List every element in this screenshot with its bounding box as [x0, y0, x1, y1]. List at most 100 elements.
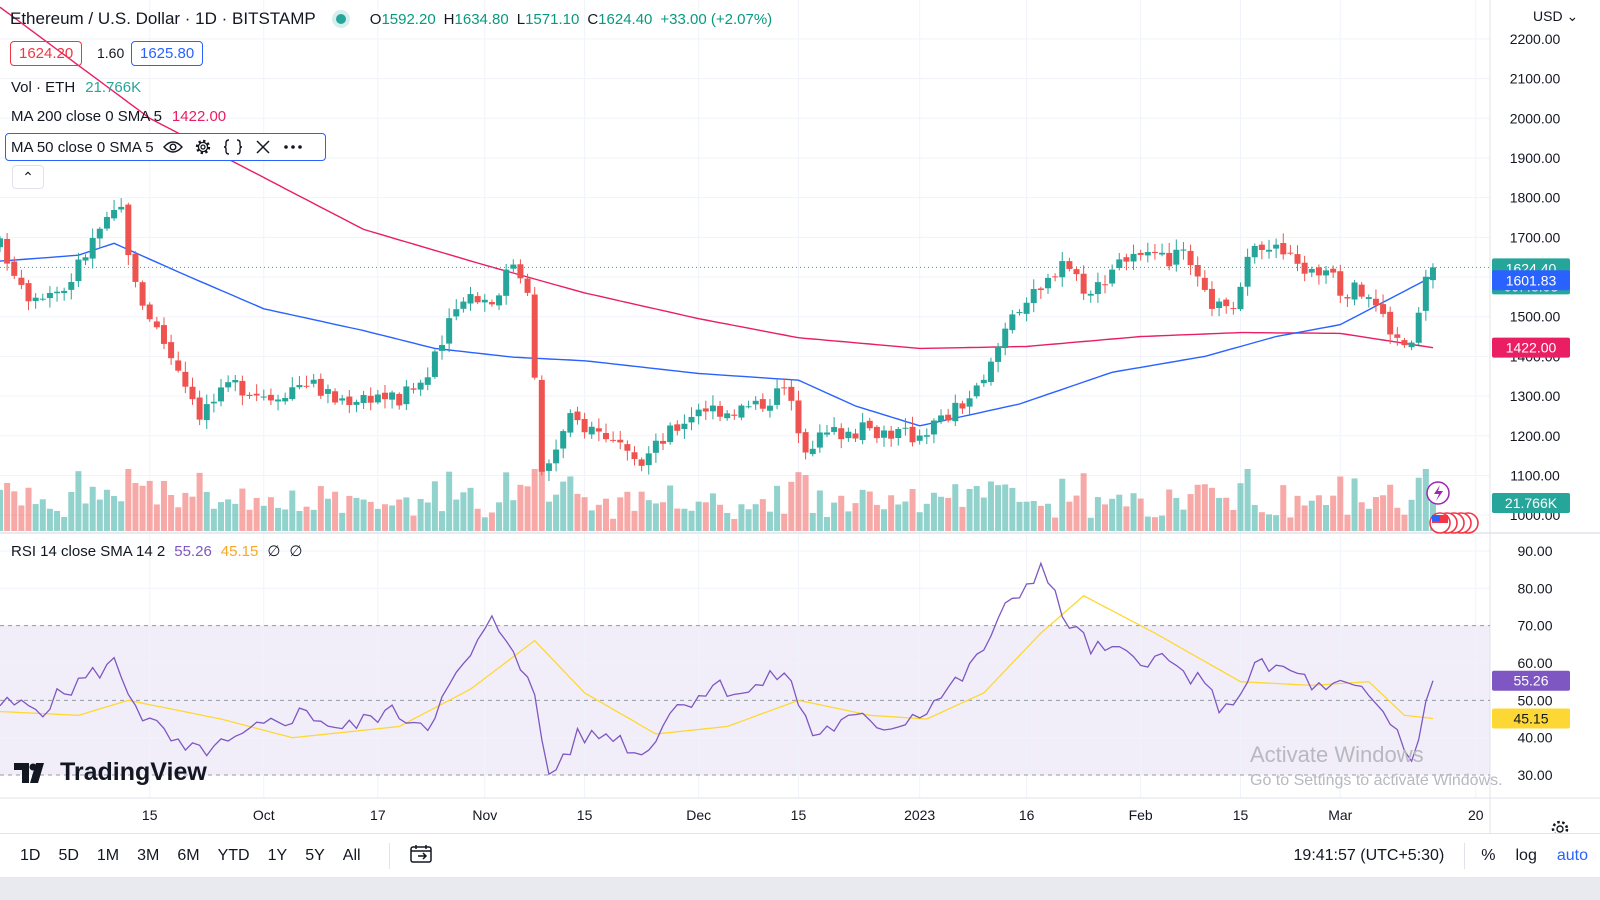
candle[interactable]: [439, 335, 446, 360]
sell-price-button[interactable]: 1624.20: [10, 41, 83, 66]
candle[interactable]: [1273, 238, 1280, 259]
range-button-all[interactable]: All: [342, 847, 361, 864]
candle[interactable]: [481, 294, 488, 312]
candle[interactable]: [560, 429, 567, 459]
candle[interactable]: [488, 299, 495, 307]
candle[interactable]: [959, 400, 966, 414]
candle[interactable]: [289, 377, 296, 401]
candle[interactable]: [517, 259, 524, 284]
candle[interactable]: [881, 425, 888, 447]
candle[interactable]: [888, 425, 895, 447]
candle[interactable]: [1323, 266, 1330, 284]
candle[interactable]: [1380, 294, 1387, 318]
candle[interactable]: [381, 384, 388, 409]
candle[interactable]: [1044, 273, 1051, 294]
candle[interactable]: [11, 256, 18, 280]
candle[interactable]: [346, 390, 353, 414]
candle[interactable]: [1223, 297, 1230, 314]
candle[interactable]: [838, 423, 845, 449]
candle[interactable]: [1109, 264, 1116, 287]
candle[interactable]: [1372, 289, 1379, 312]
candle[interactable]: [531, 287, 538, 380]
collapse-legend-button[interactable]: ⌃: [12, 165, 44, 189]
candle[interactable]: [61, 287, 68, 301]
candle[interactable]: [1230, 301, 1237, 315]
candle[interactable]: [103, 211, 110, 231]
candle[interactable]: [25, 279, 32, 311]
candle[interactable]: [253, 384, 260, 402]
candle[interactable]: [1201, 270, 1208, 293]
candle[interactable]: [1216, 298, 1223, 317]
candle[interactable]: [1401, 337, 1408, 348]
currency-selector[interactable]: USD ⌄: [1533, 8, 1579, 24]
candle[interactable]: [1251, 243, 1258, 264]
candle[interactable]: [624, 440, 631, 461]
candle[interactable]: [759, 393, 766, 413]
candle[interactable]: [196, 390, 203, 426]
candle[interactable]: [396, 392, 403, 410]
clock-timezone[interactable]: 19:41:57 (UTC+5:30): [1293, 847, 1445, 864]
candle[interactable]: [1123, 253, 1130, 271]
candle[interactable]: [282, 392, 289, 405]
range-button-5d[interactable]: 5D: [58, 847, 79, 864]
candle[interactable]: [1208, 281, 1215, 317]
candle[interactable]: [125, 202, 132, 266]
candle[interactable]: [1180, 242, 1187, 260]
eye-icon[interactable]: [162, 136, 184, 158]
close-icon[interactable]: [252, 136, 274, 158]
candle[interactable]: [353, 399, 360, 413]
candle[interactable]: [1344, 294, 1351, 308]
rsi-legend[interactable]: RSI 14 close SMA 14 2 55.26 45.15 ∅ ∅: [11, 542, 303, 561]
candle[interactable]: [0, 236, 3, 253]
percent-scale-toggle[interactable]: %: [1481, 847, 1496, 864]
candle[interactable]: [823, 424, 830, 438]
candle[interactable]: [987, 357, 994, 386]
rsi-ma-line[interactable]: [0, 595, 1434, 739]
candle[interactable]: [510, 259, 517, 273]
time-axis[interactable]: 15 Oct 17 Nov 15 Dec 15 2023 16 Feb 15 Mar 20: [142, 807, 1484, 823]
candle[interactable]: [310, 373, 317, 388]
candle[interactable]: [225, 375, 232, 392]
candle[interactable]: [574, 406, 581, 425]
candle[interactable]: [524, 273, 531, 296]
candle[interactable]: [324, 384, 331, 404]
candle[interactable]: [795, 390, 802, 444]
candle[interactable]: [774, 379, 781, 410]
candle[interactable]: [845, 427, 852, 442]
candle[interactable]: [909, 416, 916, 447]
candle[interactable]: [403, 379, 410, 411]
ma200-legend[interactable]: MA 200 close 0 SMA 5 1422.00: [11, 108, 227, 125]
candle[interactable]: [1422, 269, 1429, 321]
candle[interactable]: [1159, 243, 1166, 257]
range-button-1d[interactable]: 1D: [20, 847, 41, 864]
ma200-line[interactable]: [0, 6, 1434, 350]
candle[interactable]: [417, 379, 424, 396]
candle[interactable]: [553, 439, 560, 472]
candle[interactable]: [738, 403, 745, 421]
candle[interactable]: [1052, 273, 1059, 282]
candle[interactable]: [467, 286, 474, 311]
market-status-icon[interactable]: [335, 14, 346, 24]
candle[interactable]: [153, 316, 160, 330]
candle[interactable]: [1080, 265, 1087, 301]
candle[interactable]: [389, 390, 396, 409]
candle[interactable]: [980, 374, 987, 387]
candle[interactable]: [617, 431, 624, 450]
candle[interactable]: [374, 389, 381, 405]
candle[interactable]: [852, 428, 859, 443]
candle[interactable]: [360, 390, 367, 409]
candle[interactable]: [859, 412, 866, 445]
candle[interactable]: [89, 228, 96, 269]
candle[interactable]: [1351, 280, 1358, 306]
candle[interactable]: [39, 293, 46, 302]
range-button-6m[interactable]: 6M: [177, 847, 200, 864]
candle[interactable]: [681, 414, 688, 439]
candle[interactable]: [567, 409, 574, 438]
candle[interactable]: [1415, 307, 1422, 346]
candle[interactable]: [1116, 252, 1123, 271]
candle[interactable]: [866, 417, 873, 431]
candle[interactable]: [1130, 244, 1137, 271]
candle[interactable]: [1337, 264, 1344, 304]
candle[interactable]: [631, 446, 638, 466]
